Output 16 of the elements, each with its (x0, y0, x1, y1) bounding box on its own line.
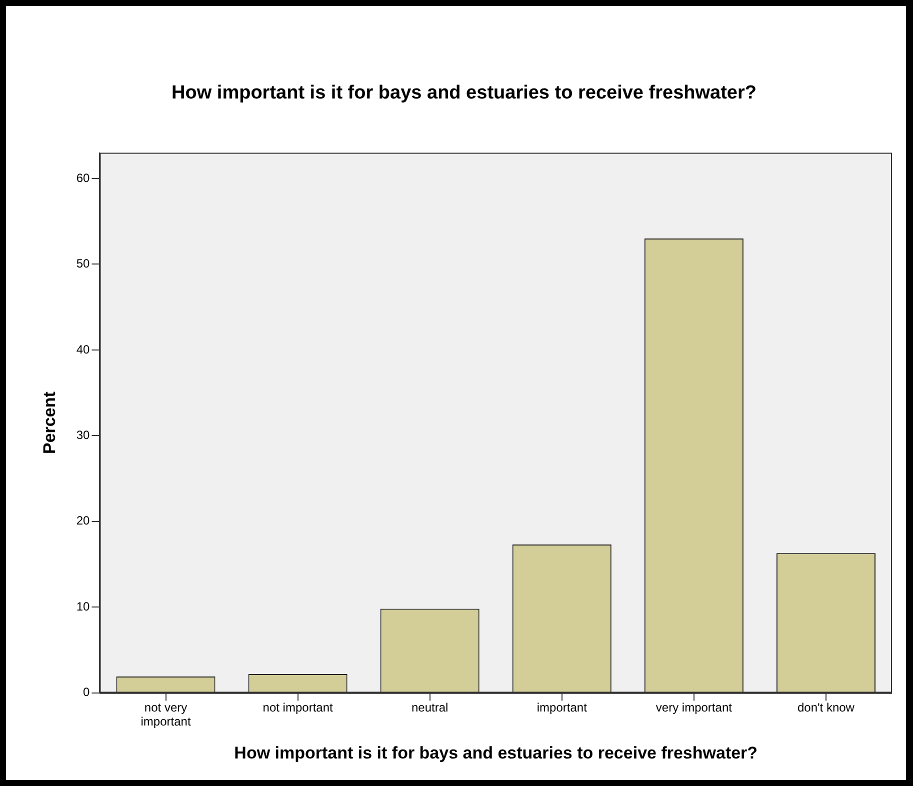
y-tick-label: 60 (76, 170, 90, 185)
y-tick-label: 20 (76, 514, 90, 528)
x-tick-label: not important (262, 700, 334, 714)
y-tick-label: 50 (76, 256, 90, 271)
y-tick-label: 0 (83, 685, 90, 700)
chart-title: How important is it for bays and estuaries to receive freshwater? (172, 82, 756, 104)
y-tick-label: 10 (76, 599, 90, 614)
y-tick-label: 30 (76, 428, 90, 442)
y-tick-label: 40 (76, 342, 90, 356)
x-tick-label: neutral (412, 700, 448, 714)
x-tick-label: don't know (797, 700, 855, 714)
x-tick-label: not very important (140, 700, 192, 729)
y-axis-title: Percent (40, 391, 59, 454)
x-axis-title: How important is it for bays and estuaries to receive freshwater? (234, 743, 758, 762)
x-tick-label: important (536, 700, 588, 714)
x-tick-label: very important (656, 700, 733, 714)
